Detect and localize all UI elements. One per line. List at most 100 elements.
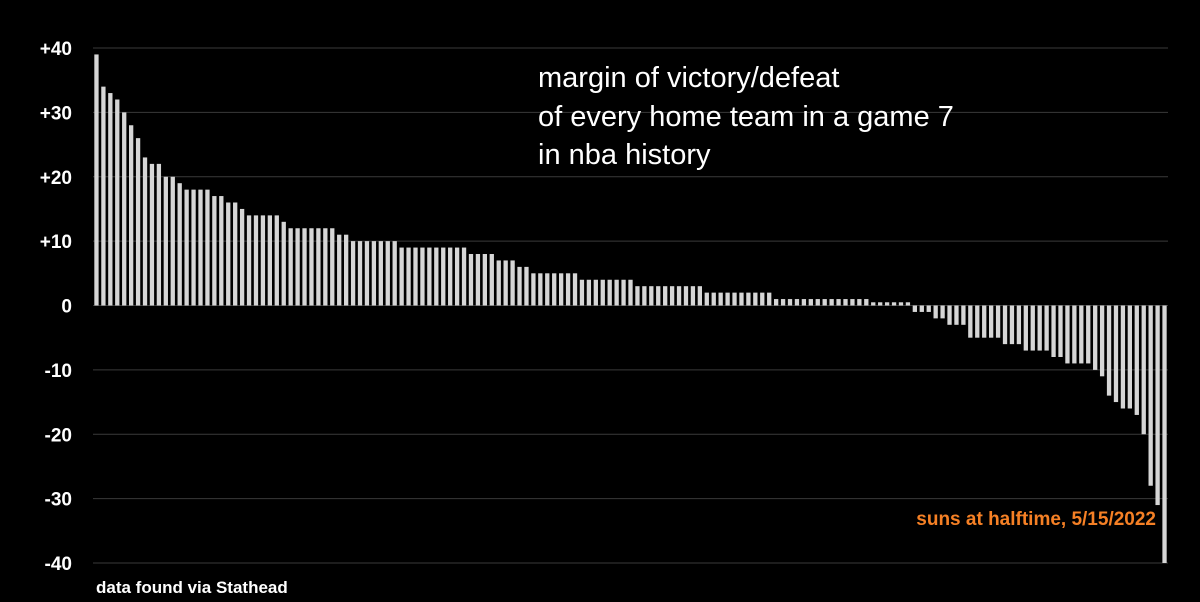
bar — [184, 189, 189, 306]
bar — [1030, 305, 1035, 351]
bar — [1037, 305, 1042, 351]
y-tick-label: +20 — [40, 168, 72, 189]
bars — [94, 54, 1167, 563]
bar — [774, 299, 779, 306]
bar — [260, 215, 266, 306]
bar — [1058, 305, 1063, 357]
bar — [524, 266, 529, 306]
bar — [857, 299, 862, 306]
bar — [170, 176, 175, 306]
bar — [628, 279, 633, 306]
bar — [1134, 305, 1139, 415]
bar — [350, 241, 356, 306]
bar — [489, 254, 494, 306]
bar — [149, 163, 155, 306]
bar — [378, 241, 383, 306]
bar — [316, 228, 321, 306]
bar — [427, 247, 432, 306]
bar — [461, 247, 467, 306]
bar — [115, 99, 120, 306]
bar — [697, 286, 702, 306]
bar — [517, 266, 522, 306]
bar — [982, 305, 987, 338]
bar — [760, 292, 765, 306]
bar — [441, 247, 446, 306]
bar — [1099, 305, 1105, 377]
bar — [531, 273, 536, 306]
bar — [246, 215, 252, 306]
bar — [878, 302, 883, 306]
bar — [482, 254, 487, 306]
bar — [815, 299, 820, 306]
bar — [288, 228, 293, 306]
y-tick-label: -30 — [45, 490, 72, 511]
bar — [593, 279, 598, 306]
bar — [510, 260, 515, 306]
y-tick-label: +10 — [40, 232, 72, 253]
bar — [1086, 305, 1091, 364]
bar — [163, 176, 168, 306]
bar — [475, 254, 481, 306]
bar — [1120, 305, 1126, 409]
bar — [226, 202, 231, 306]
bar — [406, 247, 411, 306]
bar — [239, 208, 245, 306]
bar — [871, 302, 876, 306]
bar — [434, 247, 439, 306]
bar — [448, 247, 453, 306]
bar — [808, 299, 813, 306]
bar — [822, 299, 827, 306]
bar — [198, 189, 203, 306]
bar — [357, 241, 363, 306]
bar — [718, 292, 723, 306]
bar — [94, 54, 99, 306]
bar — [205, 189, 210, 306]
bar — [787, 299, 793, 306]
bar — [621, 279, 626, 306]
bar — [919, 305, 924, 312]
bar — [337, 234, 342, 306]
bar — [656, 286, 661, 306]
bar — [926, 305, 931, 312]
bar — [912, 305, 917, 312]
bar — [905, 302, 911, 306]
bar — [392, 241, 397, 306]
bar — [219, 196, 224, 306]
bar — [989, 305, 994, 338]
bar — [1009, 305, 1015, 345]
bar — [1051, 305, 1056, 357]
y-tick-label: -10 — [45, 361, 72, 382]
bar — [1141, 305, 1146, 435]
bar — [1072, 305, 1077, 364]
bar — [635, 286, 640, 306]
bar — [739, 292, 744, 306]
bar — [600, 279, 605, 306]
bar — [552, 273, 557, 306]
bar — [843, 299, 848, 306]
bar — [267, 215, 272, 306]
bar — [538, 273, 543, 306]
bar — [767, 292, 772, 306]
bar — [954, 305, 959, 325]
bar — [559, 273, 564, 306]
bar — [1065, 305, 1070, 364]
bar — [614, 279, 619, 306]
bar — [1002, 305, 1008, 345]
chart-title-line-2: of every home team in a game 7 — [538, 101, 954, 133]
bar — [323, 228, 328, 306]
bar — [725, 292, 730, 306]
bar — [1016, 305, 1022, 345]
bar — [704, 292, 709, 306]
bar — [669, 286, 675, 306]
bar — [399, 247, 404, 306]
bar — [649, 286, 654, 306]
bar — [385, 241, 390, 306]
bar — [1113, 305, 1119, 403]
y-axis-ticks: +40 +30 +20 +10 0 -10 -20 -30 -40 — [40, 39, 72, 575]
bar — [212, 196, 217, 306]
bar — [690, 286, 696, 306]
bar — [732, 292, 737, 306]
bar — [1162, 305, 1167, 563]
bar — [1044, 305, 1049, 351]
